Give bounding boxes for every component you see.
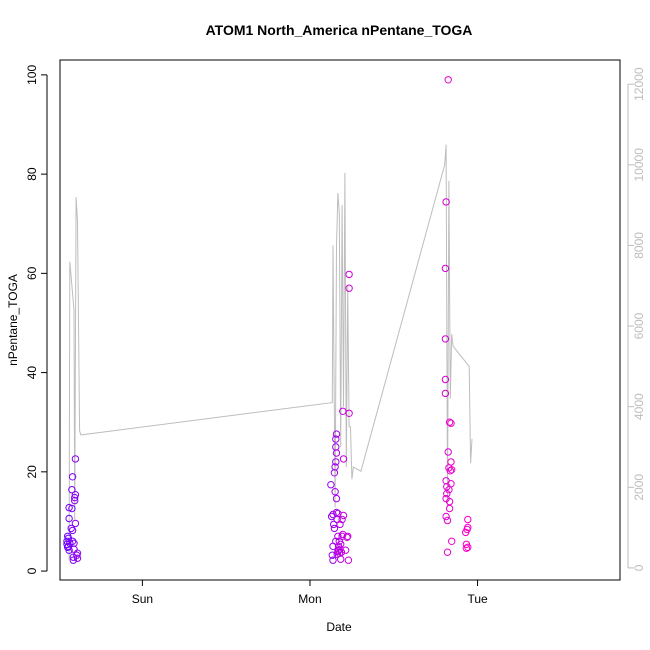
x-tick-label: Tue	[467, 592, 488, 606]
data-point	[442, 198, 450, 206]
data-point	[65, 514, 73, 523]
data-point	[445, 497, 454, 506]
data-point	[447, 419, 455, 427]
data-point	[69, 556, 78, 564]
data-point	[332, 508, 341, 517]
data-point	[442, 512, 450, 521]
y2-tick-label: 8000	[632, 232, 646, 259]
data-point	[447, 458, 455, 466]
data-point	[338, 515, 346, 524]
data-point	[445, 418, 454, 426]
data-point	[68, 537, 77, 545]
y-tick-label: 40	[25, 366, 39, 380]
data-point	[331, 488, 339, 496]
data-point	[344, 556, 353, 564]
data-point	[344, 532, 352, 540]
data-point	[443, 490, 451, 498]
data-point	[444, 448, 452, 456]
data-point	[445, 504, 454, 513]
data-point	[73, 554, 82, 562]
data-point	[462, 544, 471, 552]
data-point	[337, 548, 346, 556]
data-point	[67, 524, 75, 533]
y2-tick-label: 10000	[632, 148, 646, 182]
data-point	[339, 511, 348, 520]
data-point	[448, 537, 456, 545]
data-point	[331, 463, 339, 471]
data-point	[65, 546, 73, 554]
y-axis-label: nPentane_TOGA	[6, 274, 20, 366]
y2-tick-label: 2000	[632, 474, 646, 501]
data-point	[464, 543, 472, 551]
chart-title: ATOM1 North_America nPentane_TOGA	[206, 22, 473, 38]
x-tick-label: Sun	[132, 592, 153, 606]
data-point	[441, 335, 450, 343]
data-point	[336, 520, 344, 529]
x-tick-label: Mon	[298, 592, 321, 606]
data-point	[69, 553, 78, 561]
data-point	[345, 284, 353, 292]
data-point	[345, 409, 353, 417]
data-point	[446, 467, 454, 475]
data-point	[337, 555, 345, 563]
data-point	[332, 430, 341, 438]
y-tick-label: 80	[25, 167, 39, 181]
data-point	[332, 435, 340, 443]
y2-tick-label: 6000	[632, 312, 646, 339]
data-point	[341, 546, 350, 554]
data-point	[327, 512, 336, 521]
data-point	[329, 556, 337, 564]
data-point	[447, 480, 455, 488]
data-point	[68, 486, 76, 494]
y-tick-label: 0	[25, 567, 39, 574]
data-point	[68, 526, 77, 535]
data-point	[444, 76, 452, 84]
data-point	[441, 375, 450, 384]
data-point	[68, 473, 77, 481]
data-point	[71, 493, 79, 502]
y-tick-label: 100	[25, 65, 39, 85]
data-point	[334, 547, 342, 555]
x-axis-label: Date	[326, 620, 352, 634]
data-point	[327, 481, 335, 489]
data-point	[330, 524, 339, 533]
y-axis-left: 0 20 40 60 80 100	[25, 65, 48, 574]
data-point	[332, 449, 341, 457]
y-tick-label: 20	[25, 465, 39, 479]
y-axis-right: 0 2000 4000 6000 8000 10000 12000	[627, 67, 646, 571]
data-point	[339, 455, 348, 463]
data-point	[443, 548, 452, 556]
points	[63, 76, 472, 564]
y-tick-label: 60	[25, 266, 39, 280]
data-point	[343, 533, 351, 541]
y2-tick-label: 0	[632, 564, 646, 571]
y2-tick-label: 4000	[632, 393, 646, 420]
data-point	[71, 491, 80, 499]
data-point	[441, 264, 450, 273]
x-axis: Sun Mon Tue	[132, 579, 488, 606]
data-point	[443, 516, 452, 525]
data-point	[464, 515, 472, 524]
data-point	[441, 389, 450, 398]
data-point	[328, 551, 336, 559]
data-point	[334, 532, 342, 540]
data-point	[337, 540, 345, 548]
data-point	[71, 455, 80, 463]
data-point	[464, 523, 472, 532]
data-point	[73, 549, 82, 557]
secondary-series-line	[68, 144, 473, 560]
data-point	[329, 510, 337, 519]
data-point	[448, 466, 456, 474]
data-point	[71, 519, 80, 528]
y2-tick-label: 12000	[632, 67, 646, 101]
data-point	[332, 494, 341, 503]
data-point	[332, 458, 340, 466]
data-point	[345, 270, 353, 279]
data-point	[68, 504, 76, 513]
secondary-line	[68, 144, 473, 560]
